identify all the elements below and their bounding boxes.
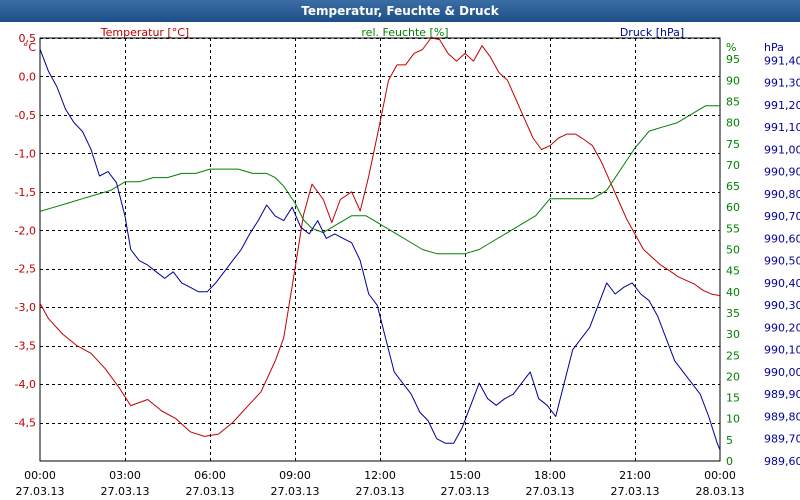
pressure-tick-label: 990,20	[764, 321, 800, 334]
temperature-tick-label: -1,5	[15, 186, 36, 199]
humidity-tick-label: 15	[726, 392, 740, 405]
date-tick-label: 28.03.13	[696, 485, 745, 498]
date-tick-label: 27.03.13	[16, 485, 65, 498]
date-tick-label: 27.03.13	[271, 485, 320, 498]
time-tick-label: 21:00	[619, 469, 651, 482]
pressure-tick-label: 990,90	[764, 166, 800, 179]
humidity-tick-label: 0	[726, 455, 733, 468]
time-tick-label: 15:00	[449, 469, 481, 482]
humidity-tick-label: 40	[726, 286, 740, 299]
legend-temperature: Temperatur [°C]	[100, 26, 189, 39]
pressure-tick-label: 991,00	[764, 143, 800, 156]
time-tick-label: 00:00	[704, 469, 736, 482]
date-tick-label: 27.03.13	[101, 485, 150, 498]
legend-pressure: Druck [hPa]	[620, 26, 684, 39]
pressure-tick-label: 990,40	[764, 277, 800, 290]
series-line-pressure	[39, 48, 721, 451]
pressure-tick-label: 991,20	[764, 99, 800, 112]
humidity-tick-label: 5	[726, 434, 733, 447]
date-tick-label: 27.03.13	[611, 485, 660, 498]
temperature-tick-label: -3,0	[15, 301, 36, 314]
time-tick-label: 18:00	[534, 469, 566, 482]
pressure-tick-label: 991,10	[764, 121, 800, 134]
legend-humidity: rel. Feuchte [%]	[361, 26, 448, 39]
humidity-tick-label: 95	[726, 53, 740, 66]
time-tick-label: 00:00	[24, 469, 56, 482]
pressure-unit: hPa	[764, 41, 784, 54]
pressure-tick-label: 990,50	[764, 255, 800, 268]
time-axis: 00:00 27.03.13 03:00 27.03.13 06:00 27.03.13 0…	[16, 469, 745, 498]
humidity-tick-label: 45	[726, 265, 740, 278]
humidity-tick-label: 10	[726, 413, 740, 426]
plot-frame	[39, 37, 721, 462]
humidity-tick-label: 75	[726, 138, 740, 151]
date-tick-label: 27.03.13	[356, 485, 405, 498]
series-group	[39, 37, 721, 451]
humidity-tick-label: 35	[726, 307, 740, 320]
time-tick-label: 09:00	[279, 469, 311, 482]
time-tick-label: 03:00	[109, 469, 141, 482]
humidity-tick-label: 85	[726, 95, 740, 108]
humidity-unit: %	[726, 41, 736, 54]
humidity-tick-label: 25	[726, 349, 740, 362]
humidity-tick-label: 20	[726, 370, 740, 383]
pressure-tick-label: 990,80	[764, 188, 800, 201]
series-line-temperature	[39, 37, 721, 437]
temperature-tick-label: -0,5	[15, 109, 36, 122]
date-tick-label: 27.03.13	[441, 485, 490, 498]
pressure-axis: 991,40 991,30 991,20 991,10 991,00 990,90 990,…	[764, 54, 800, 468]
humidity-tick-label: 70	[726, 159, 740, 172]
pressure-tick-label: 990,70	[764, 210, 800, 223]
pressure-tick-label: 990,30	[764, 299, 800, 312]
pressure-tick-label: 989,60	[764, 455, 800, 468]
pressure-tick-label: 989,80	[764, 410, 800, 423]
humidity-tick-label: 65	[726, 180, 740, 193]
temperature-tick-label: -1,0	[15, 147, 36, 160]
temperature-tick-label: -2,5	[15, 263, 36, 276]
temperature-tick-label: -2,0	[15, 224, 36, 237]
window-title: Temperatur, Feuchte & Druck	[0, 0, 800, 22]
series-line-humidity	[39, 105, 720, 255]
temperature-axis: 0,5 0,0 -0,5 -1,0 -1,5 -2,0 -2,5 -3,0 -3,5 -4,0 -4…	[15, 32, 36, 430]
humidity-tick-label: 80	[726, 117, 740, 130]
humidity-tick-label: 30	[726, 328, 740, 341]
pressure-tick-label: 991,30	[764, 77, 800, 90]
temperature-tick-label: -4,5	[15, 417, 36, 430]
pressure-tick-label: 990,00	[764, 366, 800, 379]
chart-background	[0, 22, 800, 500]
time-tick-label: 12:00	[364, 469, 396, 482]
time-tick-label: 06:00	[194, 469, 226, 482]
pressure-tick-label: 991,40	[764, 54, 800, 67]
date-tick-label: 27.03.13	[186, 485, 235, 498]
temperature-tick-label: 0,5	[19, 32, 37, 45]
date-tick-label: 27.03.13	[526, 485, 575, 498]
humidity-tick-label: 90	[726, 74, 740, 87]
humidity-tick-label: 60	[726, 201, 740, 214]
temperature-tick-label: -3,5	[15, 340, 36, 353]
temperature-unit: °C	[23, 41, 37, 54]
humidity-tick-label: 50	[726, 244, 740, 257]
pressure-tick-label: 989,70	[764, 433, 800, 446]
temperature-tick-label: -4,0	[15, 378, 36, 391]
humidity-tick-label: 55	[726, 222, 740, 235]
pressure-tick-label: 989,90	[764, 388, 800, 401]
chart: Temperatur [°C] rel. Feuchte [%] Druck […	[0, 22, 800, 500]
pressure-tick-label: 990,10	[764, 344, 800, 357]
temperature-tick-label: 0,0	[19, 70, 37, 83]
pressure-tick-label: 990,60	[764, 232, 800, 245]
